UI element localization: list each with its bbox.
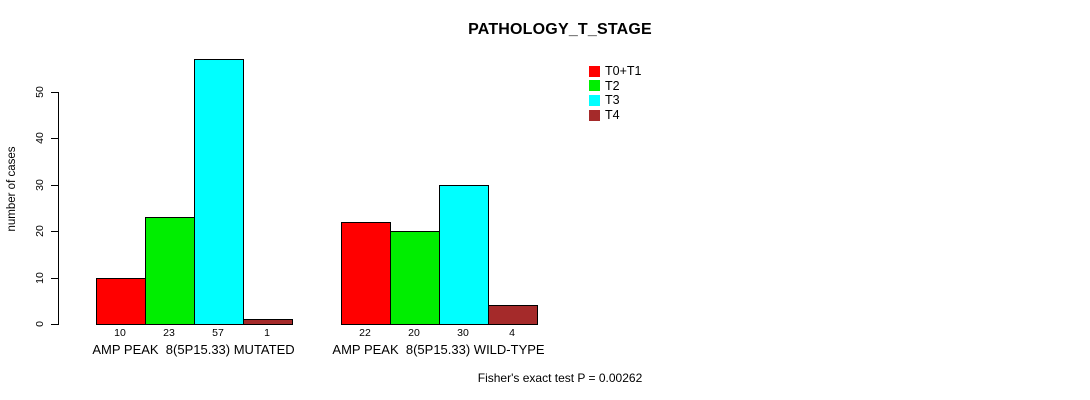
bar: [144, 217, 195, 325]
legend-swatch: [589, 65, 600, 77]
legend-swatch: [589, 109, 600, 121]
y-axis-tick: [50, 277, 58, 279]
y-axis-tick-label: 40: [34, 132, 46, 144]
y-axis-tick: [50, 184, 58, 186]
x-group-label: AMP PEAK 8(5P15.33) MUTATED: [92, 342, 295, 357]
bar: [438, 184, 489, 325]
bar-value-label: 57: [212, 327, 224, 339]
y-axis: [57, 91, 59, 325]
bar-value-label: 1: [264, 327, 270, 339]
y-axis-label: number of cases: [6, 146, 18, 232]
bar-value-label: 23: [163, 327, 175, 339]
bar-value-label: 10: [114, 327, 126, 339]
legend-label: T2: [605, 78, 620, 93]
legend-swatch: [589, 94, 600, 106]
y-axis-tick: [50, 138, 58, 139]
bar: [487, 305, 538, 325]
y-axis-tick: [50, 324, 58, 325]
legend-label: T4: [605, 108, 620, 123]
bar: [340, 221, 391, 325]
bar: [193, 58, 244, 325]
legend-label: T0+T1: [605, 64, 642, 78]
legend-item: T4: [589, 109, 620, 121]
bar: [242, 319, 293, 325]
bar: [95, 277, 146, 325]
bar-value-label: 20: [408, 327, 420, 339]
bar-value-label: 30: [457, 327, 469, 339]
y-axis-tick-label: 30: [34, 178, 46, 191]
y-axis-tick-label: 20: [34, 225, 46, 237]
y-axis-tick: [50, 91, 58, 93]
y-axis-tick: [50, 231, 58, 232]
y-axis-tick-label: 0: [34, 321, 46, 327]
legend-item: T2: [589, 78, 620, 93]
bar-value-label: 22: [359, 327, 371, 339]
x-group-label: AMP PEAK 8(5P15.33) WILD-TYPE: [332, 342, 545, 357]
bar: [389, 231, 440, 325]
legend-swatch: [589, 80, 600, 92]
chart-title: PATHOLOGY_T_STAGE: [468, 21, 652, 38]
legend-item: T3: [589, 93, 620, 108]
y-axis-tick-label: 50: [34, 85, 46, 98]
annotation-note: Fisher's exact test P = 0.00262: [477, 371, 643, 385]
y-axis-tick-label: 10: [34, 271, 46, 284]
legend-item: T0+T1: [589, 65, 641, 77]
bar-value-label: 4: [509, 327, 515, 339]
legend-label: T3: [605, 93, 620, 108]
